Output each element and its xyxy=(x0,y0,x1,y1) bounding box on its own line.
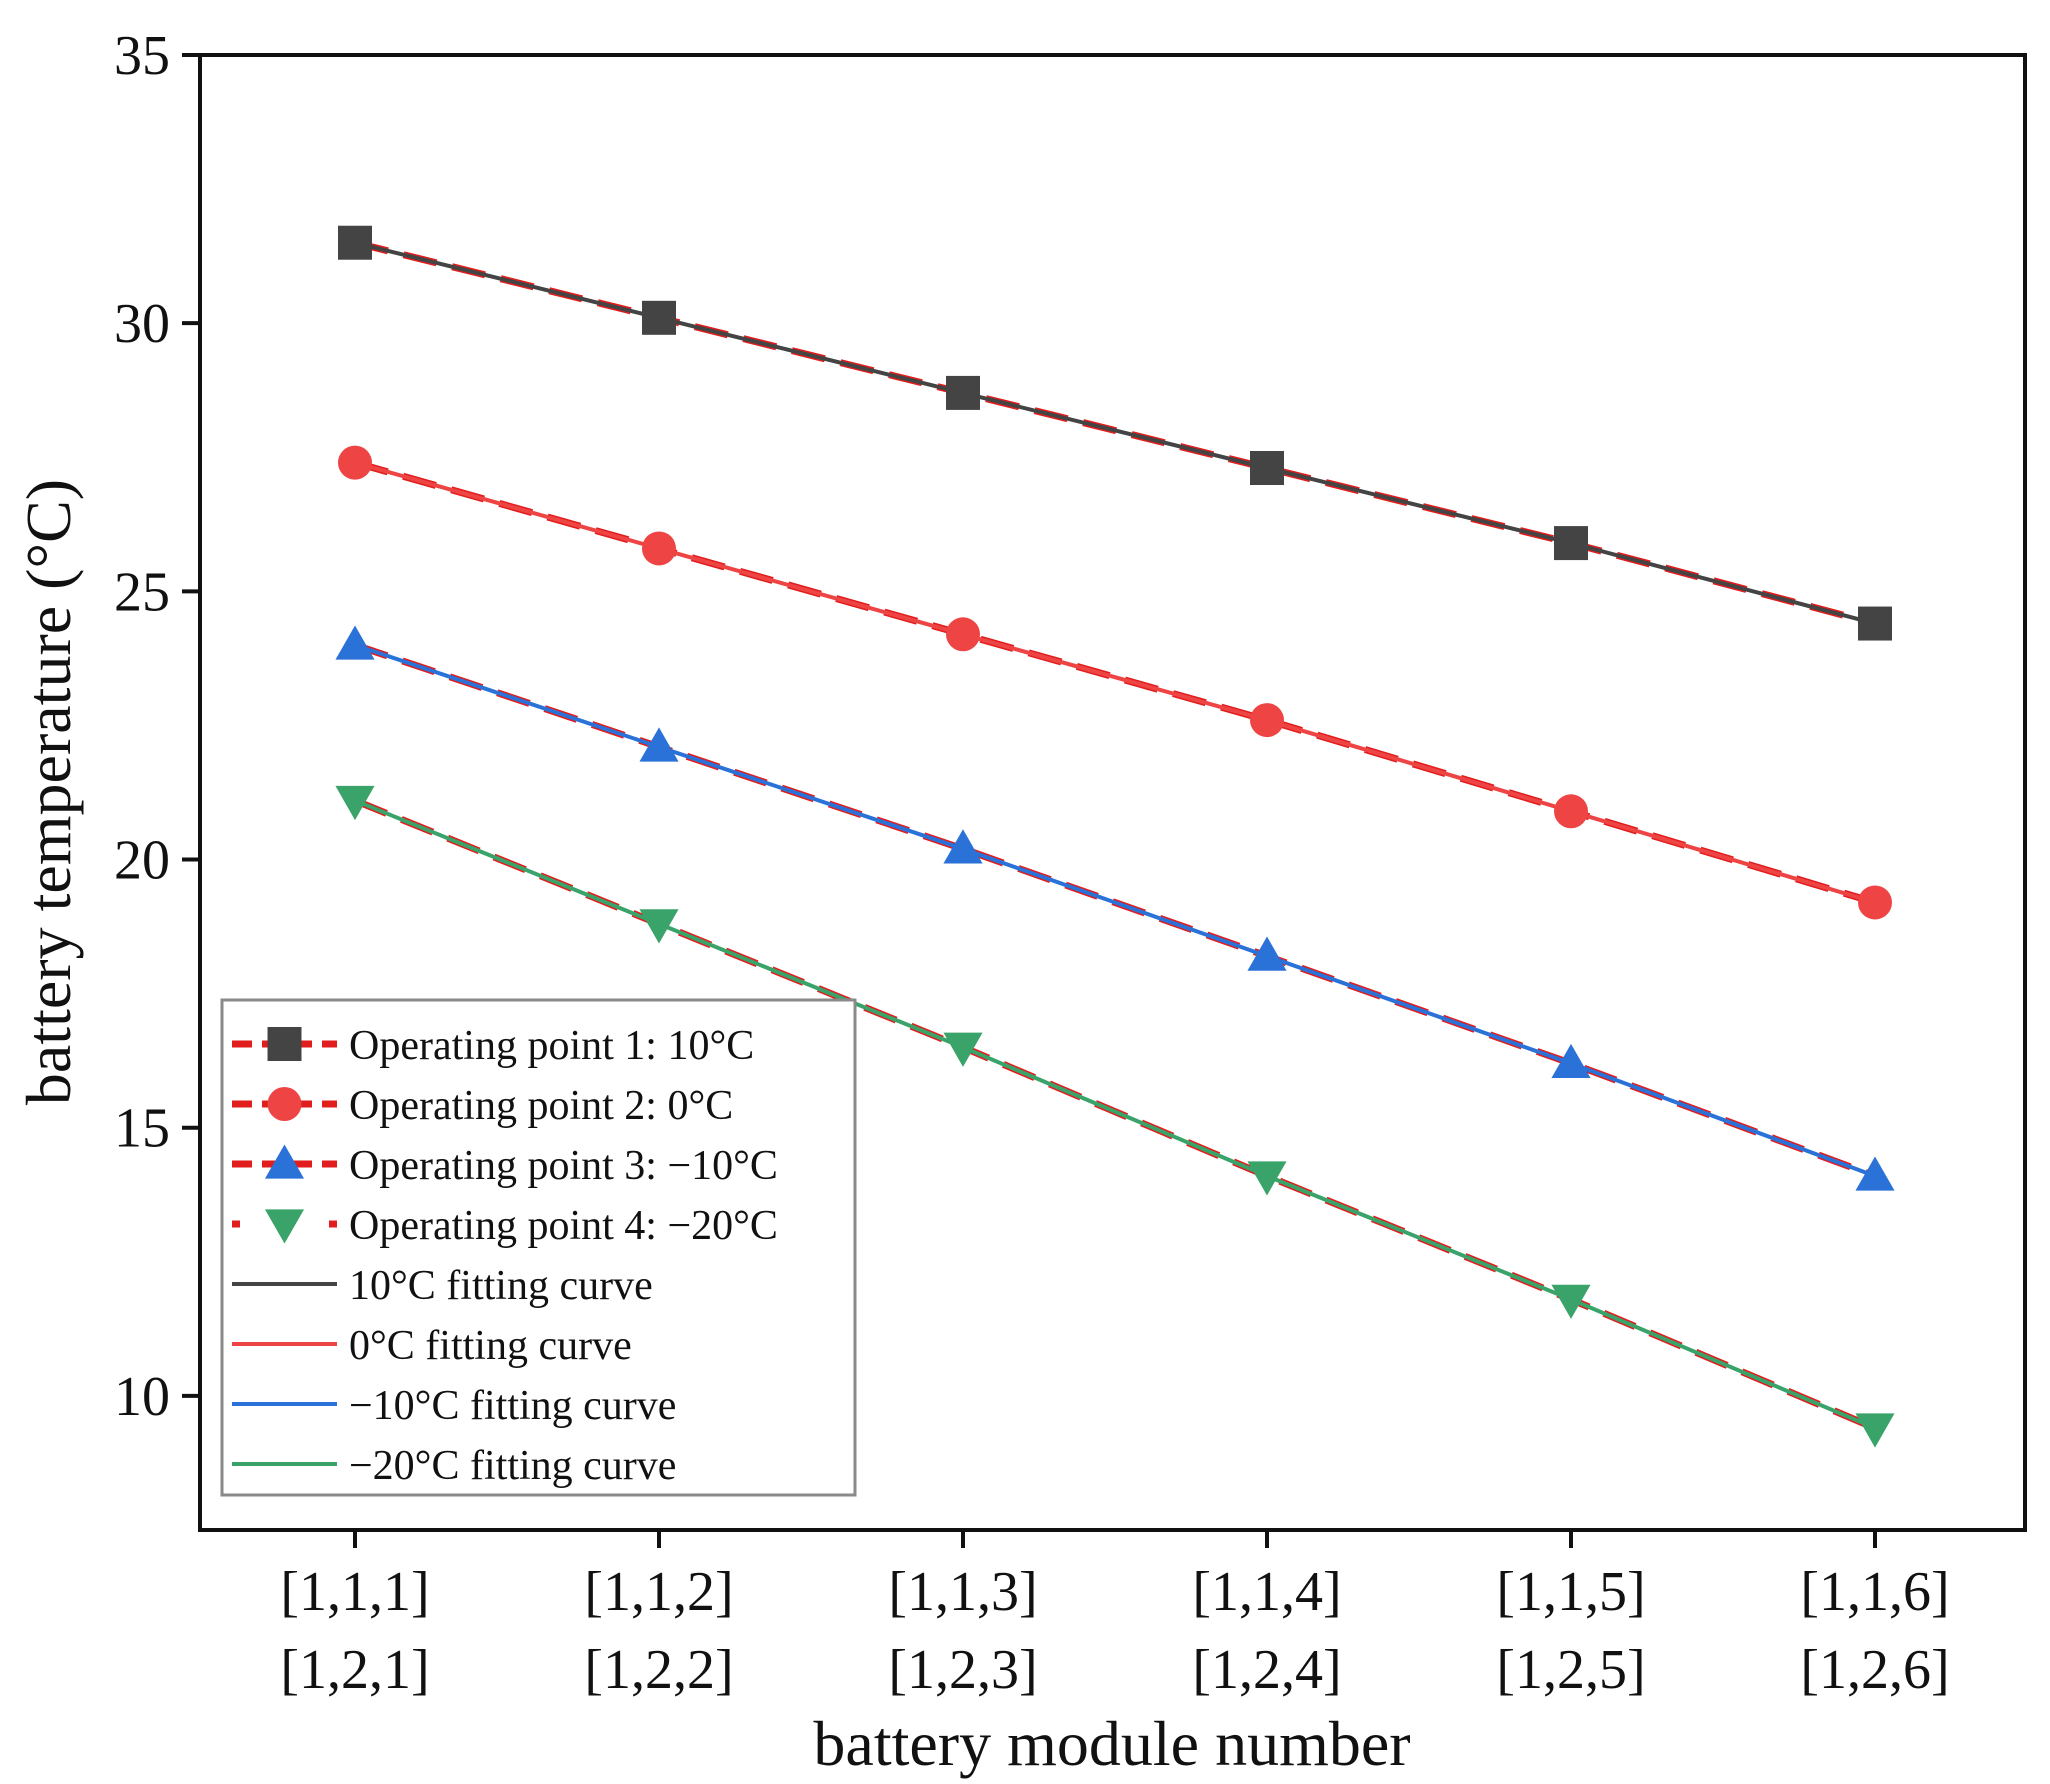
data-point-marker xyxy=(943,829,983,864)
x-axis-title: battery module number xyxy=(813,1708,1410,1779)
x-tick-label: [1,1,5] xyxy=(1496,1561,1645,1623)
legend-entry-label: −20°C fitting curve xyxy=(349,1443,676,1489)
fitting-curve-line xyxy=(354,643,1876,1178)
data-point-marker xyxy=(642,531,676,566)
x-tick-label: [1,2,5] xyxy=(1496,1639,1645,1701)
data-point-marker xyxy=(1551,1284,1591,1319)
data-point-marker xyxy=(338,225,372,260)
fitting-curve-line xyxy=(354,798,1876,1430)
legend-entry-label: 0°C fitting curve xyxy=(349,1323,632,1369)
data-point-marker xyxy=(1858,885,1892,920)
data-point-marker xyxy=(1554,794,1588,829)
legend-entry-label: Operating point 4: −20°C xyxy=(349,1203,778,1249)
x-tick-label: [1,2,2] xyxy=(584,1639,733,1701)
data-point-marker xyxy=(338,445,372,480)
y-axis-title: battery temperature (°C) xyxy=(13,479,84,1105)
x-tick-label: [1,2,6] xyxy=(1800,1639,1949,1701)
legend-box xyxy=(220,998,857,1497)
y-tick-label: 15 xyxy=(114,1098,170,1160)
data-point-marker xyxy=(946,617,980,652)
x-tick-label: [1,2,3] xyxy=(888,1639,1037,1701)
data-point-marker xyxy=(1858,606,1892,641)
data-point-marker xyxy=(946,375,980,410)
legend-entry-label: −10°C fitting curve xyxy=(349,1383,676,1429)
data-point-marker xyxy=(1247,936,1287,971)
data-point-marker xyxy=(335,625,375,660)
data-point-marker xyxy=(1247,1161,1287,1196)
x-tick-label: [1,1,3] xyxy=(888,1561,1037,1623)
series-layer xyxy=(335,225,1895,1448)
legend: Operating point 1: 10°C Operating point 2… xyxy=(220,998,857,1497)
y-axis: 10 15 20 25 30 35 xyxy=(114,25,200,1428)
x-axis: [1,1,1] [1,2,1] [1,1,2] [1,2,2] [1,1,3] [1,2,… xyxy=(280,1530,1950,1701)
y-tick-label: 30 xyxy=(114,293,170,355)
x-tick-label: [1,1,2] xyxy=(584,1561,733,1623)
x-tick-label: [1,2,4] xyxy=(1192,1639,1341,1701)
data-point-marker xyxy=(1250,451,1284,485)
legend-entry-label: Operating point 1: 10°C xyxy=(349,1023,754,1069)
legend-swatch-marker xyxy=(267,1087,302,1121)
y-tick-label: 25 xyxy=(114,561,170,623)
data-point-marker xyxy=(1551,1043,1591,1079)
x-tick-label: [1,1,6] xyxy=(1800,1561,1949,1623)
legend-entry-label: 10°C fitting curve xyxy=(349,1263,653,1309)
fitting-curve-line xyxy=(354,460,1876,905)
data-point-marker xyxy=(335,785,375,821)
data-point-marker xyxy=(1855,1413,1895,1448)
y-tick-label: 35 xyxy=(114,25,170,87)
data-point-marker xyxy=(1855,1156,1895,1191)
y-tick-label: 10 xyxy=(114,1366,170,1428)
y-tick-label: 20 xyxy=(114,830,170,892)
fitting-curve-line xyxy=(354,240,1876,626)
x-tick-label: [1,2,1] xyxy=(280,1639,429,1701)
data-point-marker xyxy=(943,1032,983,1067)
legend-swatch-marker xyxy=(264,1144,305,1179)
legend-entry-label: Operating point 3: −10°C xyxy=(349,1143,778,1189)
x-tick-label: [1,1,1] xyxy=(280,1561,429,1623)
data-point-marker xyxy=(1554,526,1588,561)
legend-entry-label: Operating point 2: 0°C xyxy=(349,1083,733,1129)
data-point-marker xyxy=(639,909,679,944)
data-point-marker xyxy=(639,727,679,762)
legend-swatch-marker xyxy=(267,1027,302,1061)
data-point-marker xyxy=(642,300,676,335)
data-point-marker xyxy=(1250,703,1284,738)
legend-swatch-marker xyxy=(264,1209,305,1244)
x-tick-label: [1,1,4] xyxy=(1192,1561,1341,1623)
